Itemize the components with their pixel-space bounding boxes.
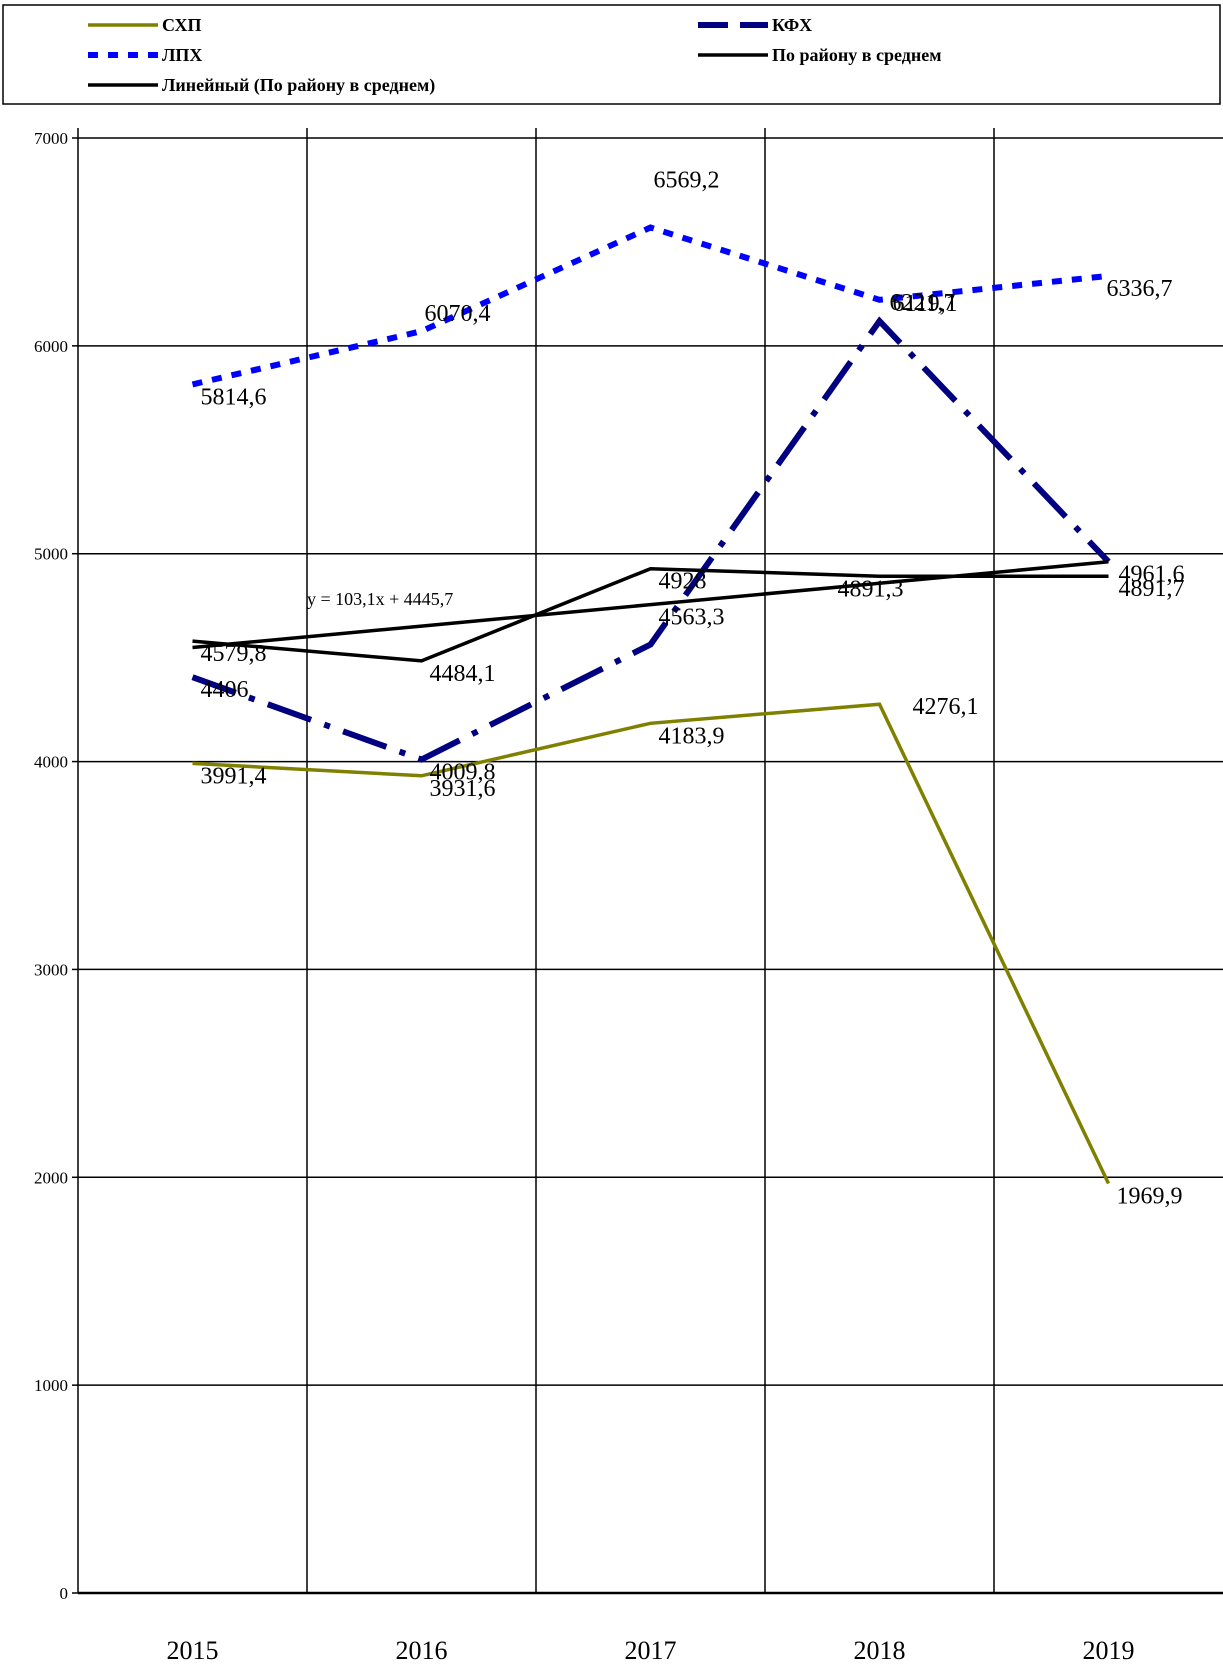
y-tick-label-3000: 3000: [34, 960, 68, 979]
data-label-s2-1: 6070,4: [425, 301, 491, 327]
y-tick-label-1000: 1000: [34, 1376, 68, 1395]
legend-label-4: Линейный (По району в среднем): [162, 75, 435, 96]
data-label-s3-2: 4928: [659, 569, 707, 595]
data-label-s0-2: 4183,9: [659, 723, 725, 749]
data-label-s3-0: 4579,8: [201, 641, 267, 667]
legend-label-1: КФХ: [772, 15, 812, 35]
data-label-s3-4: 4891,7: [1119, 576, 1185, 602]
y-tick-label-7000: 7000: [34, 129, 68, 148]
x-tick-label-2019: 2019: [1083, 1636, 1135, 1665]
x-tick-label-2016: 2016: [396, 1636, 448, 1665]
plot-area: [78, 138, 1223, 1593]
data-label-s2-3: 6221,7: [890, 290, 956, 316]
legend: СХП КФХ ЛПХ По району в среднем Линейный (По…: [88, 15, 941, 96]
data-label-s1-0: 4406: [201, 677, 249, 703]
x-tick-label-2018: 2018: [854, 1636, 906, 1665]
y-tick-label-5000: 5000: [34, 545, 68, 564]
data-label-s0-3: 4276,1: [913, 694, 979, 720]
legend-box: [2, 4, 1221, 105]
data-labels: 3991,4 3931,6 4183,9 4276,1 1969,9 4406 4009,8…: [201, 168, 1185, 1210]
data-label-s2-4: 6336,7: [1107, 276, 1173, 302]
data-label-s3-1: 4484,1: [430, 661, 496, 687]
gridlines: [78, 128, 1223, 1593]
legend-label-0: СХП: [162, 15, 202, 35]
series-line-2: [191, 224, 1109, 388]
legend-label-2: ЛПХ: [162, 45, 202, 65]
data-label-s1-4: 4961,6: [1119, 562, 1185, 588]
data-label-s1-1: 4009,8: [430, 760, 496, 786]
x-tick-label-2015: 2015: [167, 1636, 219, 1665]
series-lines: [191, 224, 1111, 1185]
data-label-s3-3: 4891,3: [838, 576, 904, 602]
series-line-0: [192, 702, 1111, 1185]
data-label-s0-4: 1969,9: [1117, 1184, 1183, 1210]
axes: 0 1000 2000 3000 4000 5000 6000 7000 2015 2016 201…: [34, 128, 1223, 1665]
data-label-s1-3: 6119,1: [893, 291, 958, 317]
y-tick-label-0: 0: [60, 1584, 69, 1603]
data-label-s2-0: 5814,6: [201, 384, 267, 410]
data-label-s0-1: 3931,6: [430, 776, 496, 802]
y-tick-label-4000: 4000: [34, 753, 68, 772]
y-tick-label-2000: 2000: [34, 1168, 68, 1187]
series-line-1: [191, 316, 1111, 763]
trend-equation: y = 103,1x + 4445,7: [307, 589, 453, 609]
legend-label-3: По району в среднем: [772, 45, 941, 65]
data-label-s0-0: 3991,4: [201, 763, 267, 789]
data-label-s1-2: 4563,3: [659, 604, 725, 630]
x-tick-label-2017: 2017: [625, 1636, 677, 1665]
series-line-4: [192, 560, 1109, 650]
data-label-s2-2: 6569,2: [654, 168, 720, 194]
y-tick-label-6000: 6000: [34, 337, 68, 356]
